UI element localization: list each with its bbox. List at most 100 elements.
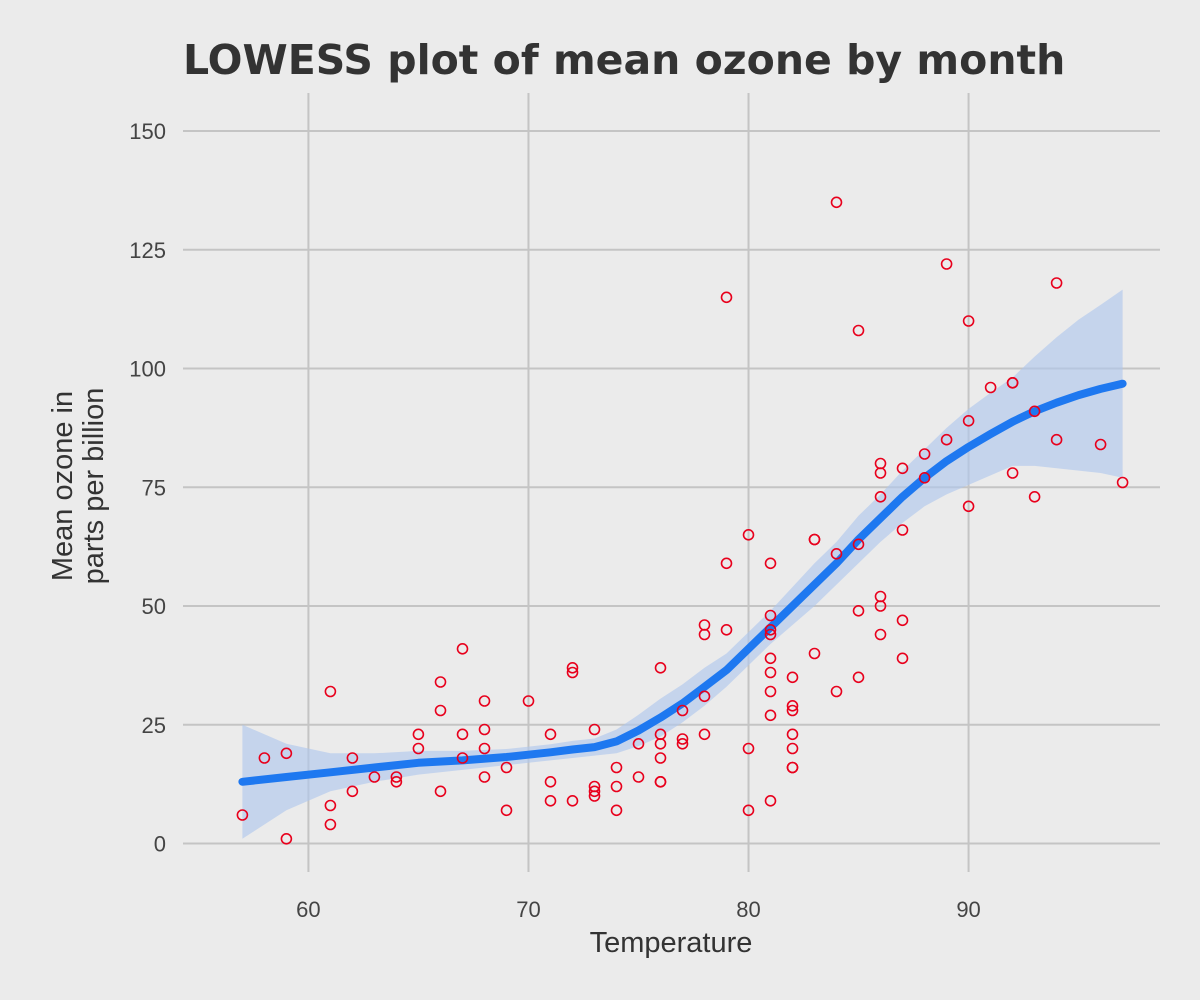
data-point <box>786 704 799 717</box>
data-point <box>940 258 953 270</box>
data-point <box>588 785 601 798</box>
data-point <box>764 666 777 679</box>
data-point <box>412 728 425 741</box>
data-point <box>852 324 865 337</box>
x-tick-labels: 60 70 80 90 <box>296 897 981 922</box>
data-point <box>434 704 447 717</box>
data-point <box>852 671 865 684</box>
confidence-band <box>242 289 1123 839</box>
data-point <box>698 690 711 703</box>
data-point <box>984 381 997 394</box>
data-point <box>610 761 623 774</box>
data-point <box>324 799 337 812</box>
data-point <box>324 818 337 831</box>
y-tick-label: 150 <box>129 119 166 144</box>
data-point <box>720 623 733 636</box>
data-point <box>764 628 777 641</box>
data-point <box>478 695 491 707</box>
data-point <box>676 704 689 717</box>
data-point <box>478 771 491 783</box>
data-point <box>522 695 535 707</box>
data-point <box>544 794 557 807</box>
x-tick-label: 70 <box>516 897 540 922</box>
data-point <box>1028 405 1041 418</box>
data-point <box>1116 476 1129 489</box>
data-point <box>698 628 711 641</box>
data-point <box>1050 277 1063 289</box>
data-point <box>456 728 469 741</box>
data-point <box>962 500 975 513</box>
data-point <box>852 538 865 551</box>
data-point <box>456 752 469 764</box>
data-point <box>830 547 843 560</box>
chart-title: LOWESS plot of mean ozone by month <box>183 36 1065 84</box>
data-point <box>654 752 667 764</box>
data-point <box>918 448 931 460</box>
data-point <box>544 775 557 788</box>
data-point <box>742 742 755 755</box>
data-point <box>764 685 777 698</box>
data-point <box>874 467 887 479</box>
data-point <box>786 742 799 755</box>
data-point <box>874 628 887 641</box>
data-point <box>742 528 755 541</box>
data-point <box>390 771 403 783</box>
data-point <box>412 742 425 755</box>
data-point <box>654 661 667 674</box>
data-point <box>830 685 843 698</box>
data-point <box>588 723 601 736</box>
data-point <box>610 780 623 793</box>
data-point <box>1006 467 1019 479</box>
y-axis-label: Mean ozone in parts per billion <box>47 388 110 585</box>
data-point <box>764 557 777 570</box>
data-point <box>434 785 447 798</box>
data-point <box>500 804 513 817</box>
data-point <box>654 737 667 750</box>
data-point <box>962 414 975 427</box>
data-point <box>896 524 909 536</box>
data-point <box>896 462 909 475</box>
data-point <box>676 733 689 745</box>
data-point <box>610 804 623 817</box>
data-point <box>654 775 667 788</box>
data-point <box>258 752 271 764</box>
data-point <box>676 737 689 750</box>
data-point <box>456 642 469 655</box>
data-point <box>786 761 799 774</box>
data-point <box>280 832 293 845</box>
data-point <box>874 490 887 503</box>
y-tick-label: 50 <box>142 594 166 619</box>
data-point <box>588 790 601 802</box>
y-axis-label-line-1: Mean ozone in <box>47 391 79 581</box>
data-point <box>918 471 931 484</box>
data-point <box>566 661 579 674</box>
data-point <box>1028 490 1041 503</box>
data-point <box>698 728 711 741</box>
x-tick-label: 80 <box>736 897 760 922</box>
data-point <box>720 557 733 570</box>
data-point <box>500 761 513 774</box>
grid-lines <box>183 93 1160 872</box>
data-point <box>632 771 645 783</box>
data-point <box>346 752 359 764</box>
data-point <box>346 785 359 798</box>
data-point <box>632 737 645 750</box>
y-axis-label-line-2: parts per billion <box>78 388 110 585</box>
y-tick-label: 75 <box>142 475 166 500</box>
y-tick-label: 25 <box>142 713 166 738</box>
data-point <box>478 742 491 755</box>
data-point <box>764 794 777 807</box>
data-point <box>786 671 799 684</box>
data-point <box>1094 438 1107 451</box>
data-point <box>764 609 777 622</box>
y-tick-label: 125 <box>129 238 166 263</box>
data-point <box>434 676 447 688</box>
data-point <box>478 723 491 736</box>
x-axis-label: Temperature <box>590 927 753 959</box>
data-point <box>280 747 293 760</box>
data-point <box>786 728 799 741</box>
data-point <box>720 291 733 304</box>
data-point <box>874 600 887 612</box>
data-point <box>544 728 557 741</box>
